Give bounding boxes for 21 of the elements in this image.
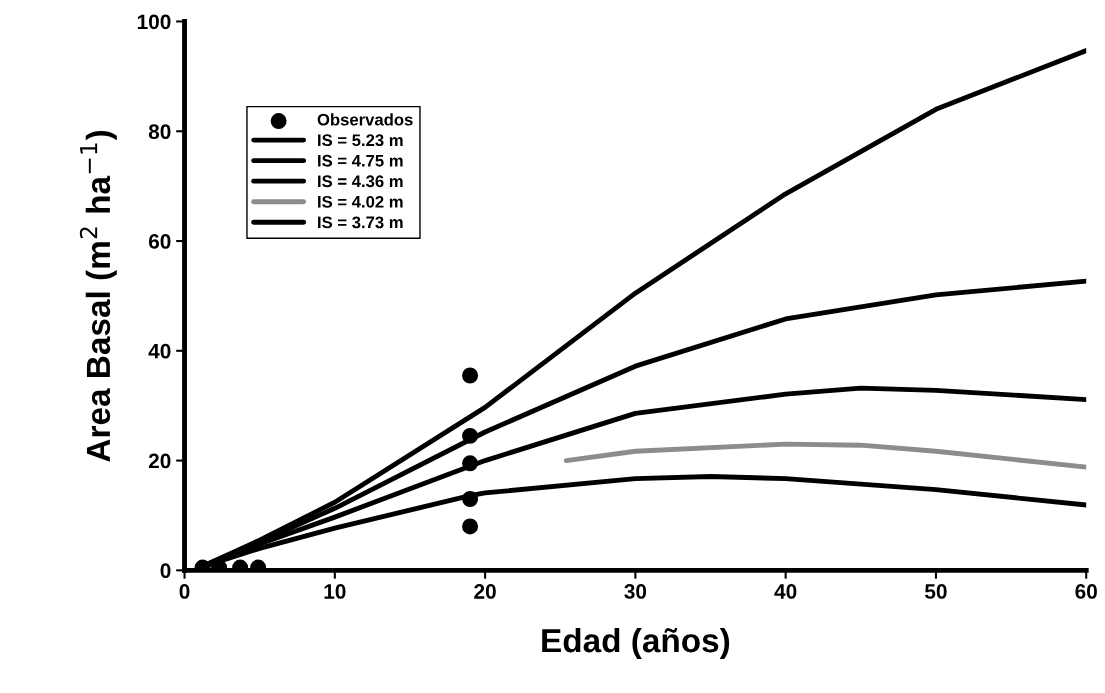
x-tick-label: 20 (474, 584, 496, 599)
x-tick-label: 60 (1075, 584, 1097, 599)
legend-label: IS = 4.75 m (318, 154, 403, 167)
y-tick-label: 100 (137, 14, 171, 30)
legend-label: Observados (317, 113, 413, 126)
y-tick-label: 60 (148, 234, 171, 249)
legend-label: IS = 4.02 m (318, 195, 403, 208)
x-tick-label: 40 (774, 584, 797, 599)
legend-label: IS = 3.73 m (318, 216, 403, 229)
y-tick-label: 20 (148, 453, 171, 469)
x-tick-label: 50 (924, 584, 947, 599)
x-tick-label: 0 (179, 584, 190, 599)
x-tick-label: 10 (324, 584, 346, 599)
legend-label: IS = 5.23 m (318, 134, 403, 147)
y-axis-title: Area Basal (m$^{2}$ ha$^{−1}$) (79, 130, 117, 462)
legend-label: IS = 4.36 m (318, 175, 403, 188)
y-tick-label: 40 (148, 343, 171, 359)
y-tick-label: 0 (160, 563, 171, 579)
x-tick-label: 30 (624, 584, 647, 599)
x-axis-title: Edad (años) (542, 627, 730, 660)
y-tick-label: 80 (148, 124, 171, 140)
